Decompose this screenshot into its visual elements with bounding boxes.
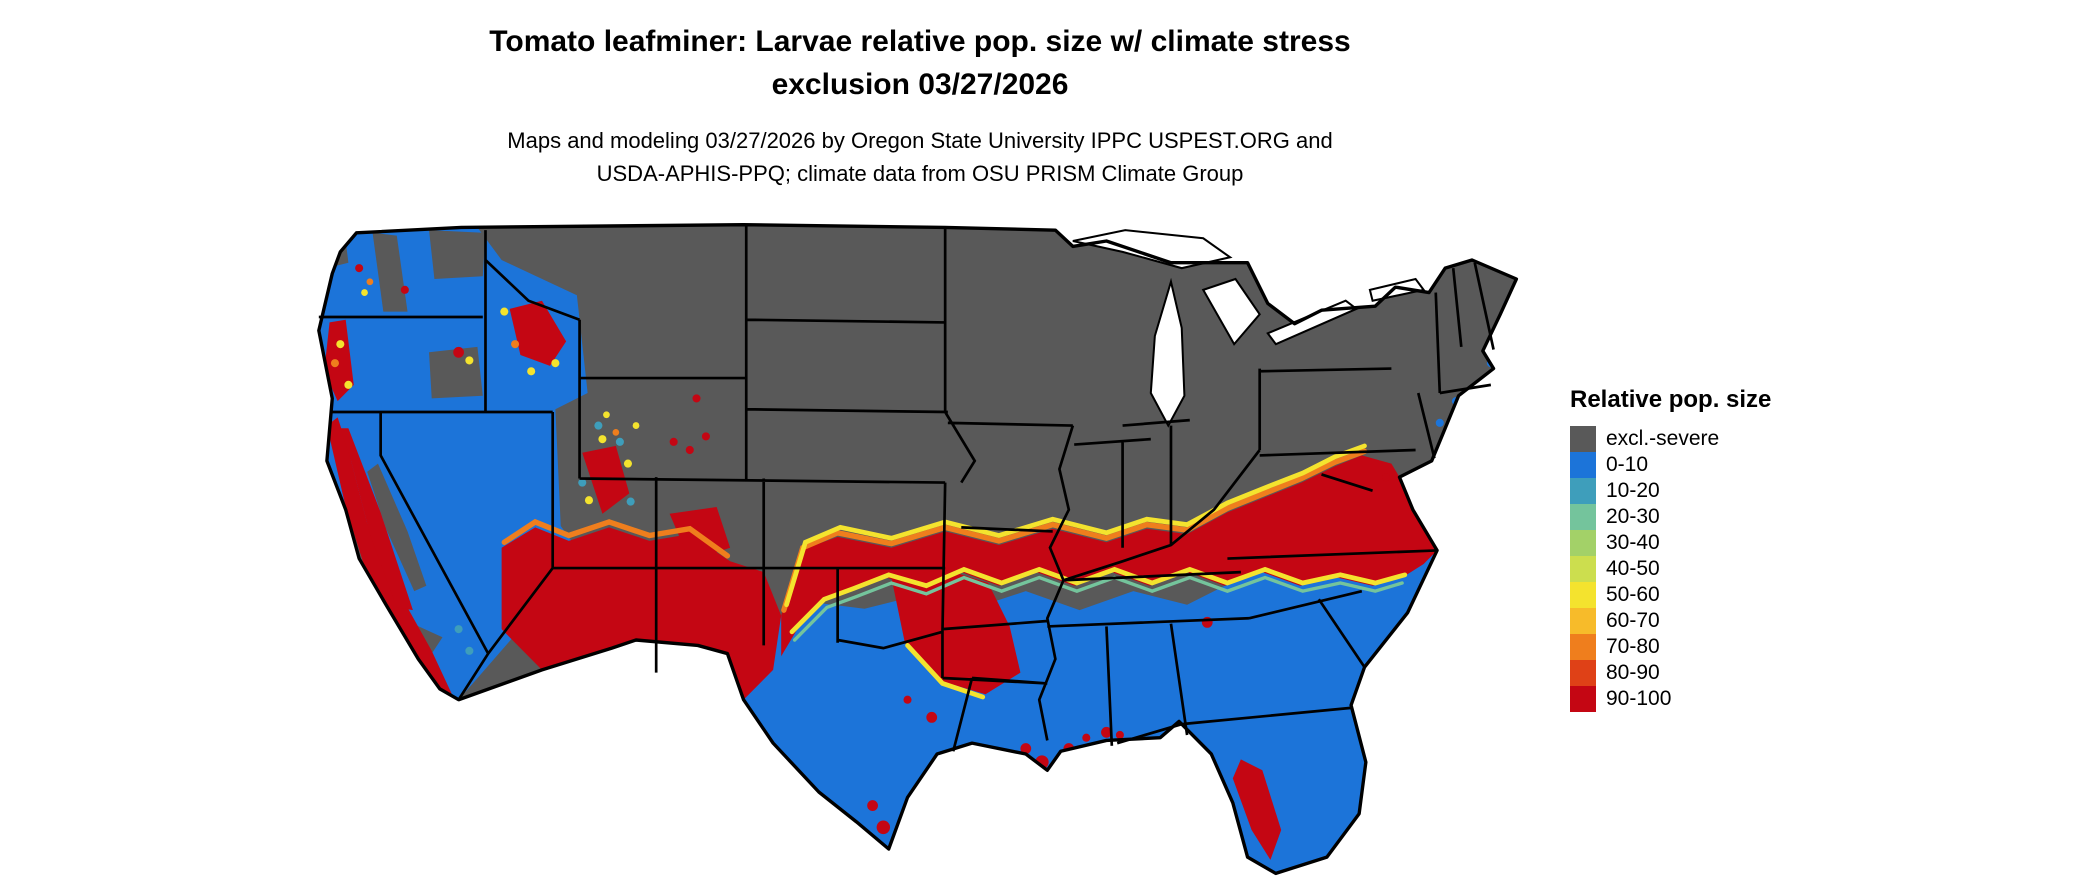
legend-label: 80-90 — [1606, 661, 1660, 684]
map-fringe-orange — [501, 448, 1368, 613]
legend-title: Relative pop. size — [1570, 386, 1772, 413]
legend-swatch — [1570, 530, 1596, 556]
state-borders — [318, 224, 1495, 752]
title-block: Tomato leafminer: Larvae relative pop. s… — [0, 20, 1840, 190]
legend-item: 50-60 — [1570, 582, 1771, 608]
map-fringe-green — [792, 575, 1404, 642]
legend-swatch — [1570, 608, 1596, 634]
lake-huron — [1201, 277, 1261, 346]
legend-item: excl.-severe — [1570, 426, 1771, 452]
subtitle-block: Maps and modeling 03/27/2026 by Oregon S… — [0, 124, 1840, 190]
legend-swatch — [1570, 426, 1596, 452]
legend-swatch — [1570, 478, 1596, 504]
lake-ontario — [1368, 277, 1426, 302]
page-title-line-2: exclusion 03/27/2026 — [771, 68, 1069, 101]
legend-label: 60-70 — [1606, 609, 1660, 632]
legend: Relative pop. size excl.-severe 0-10 10-… — [1570, 386, 1771, 712]
legend-item: 80-90 — [1570, 660, 1771, 686]
legend-label: excl.-severe — [1606, 427, 1720, 450]
legend-swatch — [1570, 452, 1596, 478]
page-title-line-1: Tomato leafminer: Larvae relative pop. s… — [489, 25, 1351, 58]
subtitle-line-2: USDA-APHIS-PPQ; climate data from OSU PR… — [596, 161, 1244, 186]
legend-item: 30-40 — [1570, 530, 1771, 556]
legend-label: 70-80 — [1606, 635, 1660, 658]
legend-item: 0-10 — [1570, 452, 1771, 478]
legend-item: 10-20 — [1570, 478, 1771, 504]
great-lakes — [1072, 229, 1426, 428]
map-regions-high-pop — [324, 264, 1438, 860]
map-speckles-yellow — [336, 289, 640, 505]
us-map — [317, 223, 1519, 876]
us-outline — [317, 223, 1519, 876]
subtitle-line-1: Maps and modeling 03/27/2026 by Oregon S… — [507, 128, 1333, 153]
legend-swatch — [1570, 504, 1596, 530]
legend-swatch — [1570, 634, 1596, 660]
legend-item: 20-30 — [1570, 504, 1771, 530]
legend-label: 0-10 — [1606, 453, 1649, 476]
legend-swatch — [1570, 556, 1596, 582]
legend-swatch — [1570, 660, 1596, 686]
legend-swatch — [1570, 686, 1596, 712]
legend-label: 50-60 — [1606, 583, 1660, 606]
legend-swatch — [1570, 582, 1596, 608]
legend-label: 90-100 — [1606, 687, 1672, 710]
legend-item: 40-50 — [1570, 556, 1771, 582]
legend-label: 30-40 — [1606, 531, 1660, 554]
legend-label: 40-50 — [1606, 557, 1660, 580]
legend-item: 70-80 — [1570, 634, 1771, 660]
lake-superior — [1072, 229, 1233, 270]
map-speckles-orange — [330, 278, 620, 436]
legend-item: 60-70 — [1570, 608, 1771, 634]
legend-item: 90-100 — [1570, 686, 1771, 712]
lake-erie — [1266, 299, 1359, 346]
lake-michigan — [1149, 277, 1186, 428]
legend-label: 10-20 — [1606, 479, 1660, 502]
legend-label: 20-30 — [1606, 505, 1660, 528]
map-speckles-teal — [454, 421, 635, 655]
